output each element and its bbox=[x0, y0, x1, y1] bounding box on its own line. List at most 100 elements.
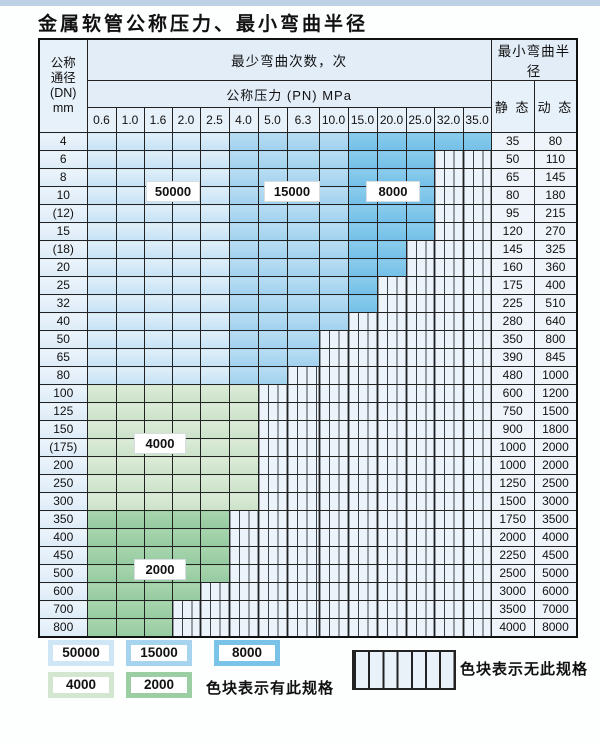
spec-band-cell bbox=[228, 312, 259, 331]
spec-band-cell bbox=[376, 150, 407, 169]
no-spec-cell bbox=[433, 348, 464, 367]
spec-band-cell bbox=[143, 366, 173, 385]
legend-swatch-15000: 15000 bbox=[126, 640, 192, 666]
no-spec-cell bbox=[171, 618, 201, 638]
spec-table: 公称 通径 (DN) mm 最少弯曲次数，次 最小弯曲半径 公称压力 (PN) … bbox=[38, 38, 579, 638]
spec-band-cell bbox=[86, 600, 117, 619]
min-bend-radius-header: 最小弯曲半径 bbox=[490, 38, 578, 81]
no-spec-cell bbox=[433, 564, 464, 583]
dn-cell: 4 bbox=[38, 132, 88, 151]
pressure-col-header: 2.0 bbox=[171, 107, 201, 133]
spec-band-cell bbox=[257, 204, 288, 223]
dynamic-radius-cell: 215 bbox=[533, 204, 578, 223]
spec-band-cell bbox=[257, 222, 288, 241]
no-spec-cell bbox=[286, 366, 320, 385]
no-spec-cell bbox=[286, 402, 320, 421]
spec-band-cell bbox=[171, 240, 201, 259]
no-spec-cell bbox=[376, 474, 407, 493]
dynamic-radius-cell: 180 bbox=[533, 186, 578, 205]
no-spec-cell bbox=[462, 402, 492, 421]
no-spec-cell bbox=[405, 348, 435, 367]
spec-band-cell bbox=[199, 492, 230, 511]
table-row: 250 1250 2500 bbox=[38, 474, 578, 493]
spec-band-cell bbox=[228, 186, 259, 205]
dn-cell: 50 bbox=[38, 330, 88, 349]
no-spec-cell bbox=[347, 600, 378, 619]
spec-band-cell bbox=[115, 600, 145, 619]
spec-band-cell bbox=[171, 456, 201, 475]
header-row-2: 公称压力 (PN) MPa 静 态 动 态 bbox=[39, 80, 578, 133]
static-radius-cell: 280 bbox=[490, 312, 535, 331]
spec-band-cell bbox=[462, 132, 492, 151]
spec-band-cell bbox=[115, 456, 145, 475]
no-spec-cell bbox=[433, 222, 464, 241]
no-spec-cell bbox=[462, 492, 492, 511]
no-spec-cell bbox=[171, 600, 201, 619]
static-radius-cell: 65 bbox=[490, 168, 535, 187]
no-spec-cell bbox=[318, 384, 349, 403]
pressure-col-header: 1.0 bbox=[115, 107, 145, 133]
no-spec-cell bbox=[257, 420, 288, 439]
spec-band-cell bbox=[318, 294, 349, 313]
spec-band-cell bbox=[347, 204, 378, 223]
no-spec-cell bbox=[433, 168, 464, 187]
no-spec-cell bbox=[347, 510, 378, 529]
no-spec-cell bbox=[318, 330, 349, 349]
legend-swatch-50000: 50000 bbox=[48, 640, 114, 666]
spec-band-cell bbox=[115, 186, 145, 205]
static-radius-cell: 95 bbox=[490, 204, 535, 223]
spec-band-cell bbox=[228, 240, 259, 259]
no-spec-cell bbox=[286, 564, 320, 583]
spec-band-cell bbox=[171, 204, 201, 223]
dynamic-radius-cell: 110 bbox=[533, 150, 578, 169]
spec-band-cell bbox=[115, 168, 145, 187]
legend-swatch-label: 8000 bbox=[219, 645, 275, 661]
no-spec-cell bbox=[286, 420, 320, 439]
no-spec-cell bbox=[376, 618, 407, 638]
no-spec-cell bbox=[347, 474, 378, 493]
no-spec-cell bbox=[405, 258, 435, 277]
no-spec-cell bbox=[405, 438, 435, 457]
no-spec-cell bbox=[318, 492, 349, 511]
dn-header-line: mm bbox=[52, 101, 74, 115]
no-spec-cell bbox=[347, 456, 378, 475]
no-spec-cell bbox=[433, 240, 464, 259]
spec-band-cell bbox=[347, 258, 378, 277]
spec-band-cell bbox=[286, 204, 320, 223]
no-spec-cell bbox=[199, 582, 230, 601]
pressure-col-header: 35.0 bbox=[462, 107, 492, 133]
spec-band-cell bbox=[318, 168, 349, 187]
no-spec-cell bbox=[433, 294, 464, 313]
band-label-8000: 8000 bbox=[366, 181, 420, 202]
no-spec-cell bbox=[405, 546, 435, 565]
no-spec-cell bbox=[318, 618, 349, 638]
spec-band-cell bbox=[199, 420, 230, 439]
spec-band-cell bbox=[228, 150, 259, 169]
spec-band-cell bbox=[86, 366, 117, 385]
dn-header-line: (DN) bbox=[50, 86, 77, 100]
spec-band-cell bbox=[171, 510, 201, 529]
table-row: 500 2500 5000 bbox=[38, 564, 578, 583]
no-spec-cell bbox=[433, 438, 464, 457]
dn-cell: 150 bbox=[38, 420, 88, 439]
dn-cell: 600 bbox=[38, 582, 88, 601]
no-spec-cell bbox=[462, 528, 492, 547]
spec-band-cell bbox=[171, 582, 201, 601]
spec-band-cell bbox=[115, 150, 145, 169]
pressure-col-header: 5.0 bbox=[257, 107, 288, 133]
no-spec-cell bbox=[376, 276, 407, 295]
dynamic-radius-cell: 2000 bbox=[533, 438, 578, 457]
spec-band-cell bbox=[286, 258, 320, 277]
no-spec-cell bbox=[318, 474, 349, 493]
table-row: 25 175 400 bbox=[38, 276, 578, 295]
pressure-col-header: 1.6 bbox=[143, 107, 173, 133]
spec-band-cell bbox=[228, 222, 259, 241]
spec-band-cell bbox=[347, 240, 378, 259]
spec-band-cell bbox=[86, 510, 117, 529]
no-spec-cell bbox=[405, 420, 435, 439]
spec-band-cell bbox=[115, 222, 145, 241]
spec-band-cell bbox=[318, 276, 349, 295]
no-spec-cell bbox=[376, 492, 407, 511]
no-spec-cell bbox=[462, 204, 492, 223]
static-radius-cell: 35 bbox=[490, 132, 535, 151]
